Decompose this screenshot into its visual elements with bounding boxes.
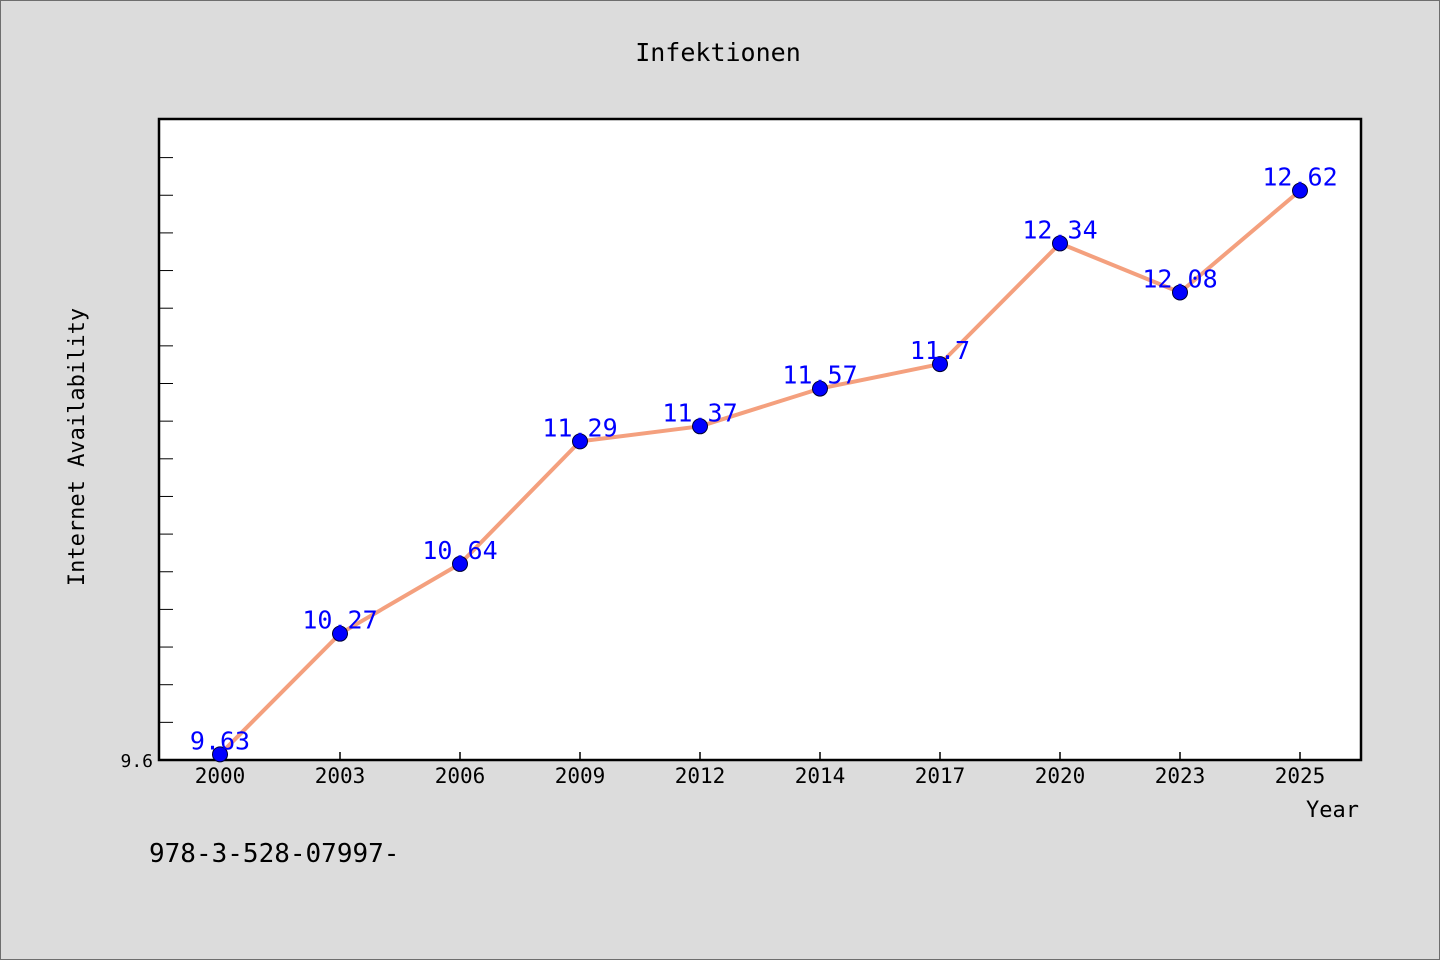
data-label: 11.29	[542, 413, 617, 442]
data-label: 9.63	[190, 726, 250, 755]
x-axis-ticks	[219, 752, 1301, 760]
y-axis-tick-labels: 9.6	[120, 751, 153, 772]
data-label: 11.7	[910, 336, 970, 365]
data-label: 12.62	[1262, 163, 1337, 192]
x-tick-label: 2003	[315, 764, 366, 788]
data-label: 12.34	[1022, 215, 1097, 244]
data-label: 11.37	[662, 398, 737, 427]
x-tick-label: 2012	[675, 764, 726, 788]
data-label: 12.08	[1142, 264, 1217, 293]
data-point	[692, 418, 708, 435]
data-point	[1172, 284, 1188, 301]
data-point	[1292, 182, 1308, 199]
data-point	[452, 555, 468, 572]
x-tick-label: 2025	[1275, 764, 1326, 788]
x-axis-tick-labels: 2000 2003 2006 2009 2012 2014 2017 2020 2023 2025	[195, 764, 1326, 788]
data-label: 11.57	[782, 361, 857, 390]
plot-area	[157, 117, 1363, 762]
data-label: 10.64	[422, 536, 497, 565]
x-tick-label: 2020	[1035, 764, 1086, 788]
data-label: 10.27	[302, 606, 377, 635]
y-axis-label: Internet Availability	[65, 308, 90, 586]
data-point	[572, 433, 588, 450]
x-tick-label: 2014	[795, 764, 846, 788]
x-tick-label: 2023	[1155, 764, 1206, 788]
data-point	[212, 746, 228, 763]
chart-title: Infektionen	[635, 38, 801, 67]
x-tick-label: 2009	[555, 764, 606, 788]
y-tick-label: 9.6	[120, 751, 153, 772]
x-axis-label: Year	[1306, 798, 1359, 823]
x-tick-label: 2000	[195, 764, 246, 788]
data-point	[332, 625, 348, 642]
data-point	[812, 380, 828, 397]
data-points	[212, 182, 1308, 763]
data-point	[1052, 235, 1068, 252]
series-line	[218, 188, 1302, 757]
data-point	[932, 356, 948, 373]
y-axis-ticks	[159, 157, 173, 761]
footer-note: 978-3-528-07997-	[149, 839, 399, 869]
data-labels: 9.63 10.27 10.64 11.29 11.37 11.57 11.7 12.34 12…	[190, 163, 1338, 756]
x-tick-label: 2006	[435, 764, 486, 788]
x-tick-label: 2017	[915, 764, 966, 788]
